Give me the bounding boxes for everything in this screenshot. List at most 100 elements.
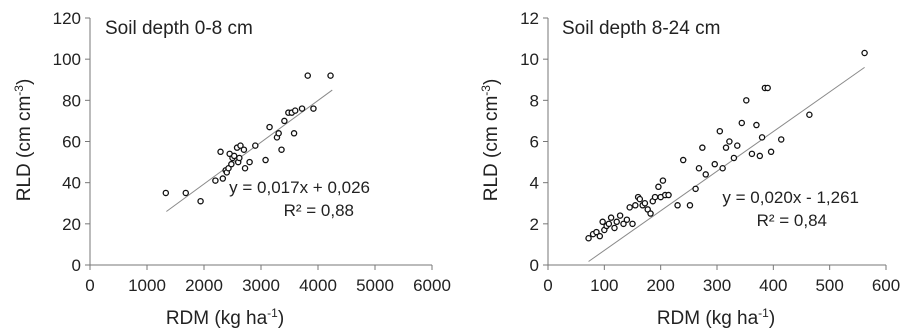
data-point [734,142,741,149]
data-point [278,146,285,153]
chart-title: Soil depth 8-24 cm [562,18,720,39]
data-point [655,183,662,191]
data-point [692,185,699,193]
y-axis-label: RLD (cm cm-3) [12,79,35,202]
data-point [758,134,766,141]
y-tick-label: 20 [62,215,81,234]
data-point [304,72,311,79]
y-tick-label: 6 [530,133,539,152]
data-point [722,144,730,151]
x-tick-label: 0 [85,276,94,295]
data-point [236,154,243,162]
data-point [726,138,733,145]
data-point [197,197,204,205]
data-point [719,165,726,172]
x-tick-label: 4000 [299,276,337,295]
x-tick-label: 300 [703,276,731,295]
x-tick-label: 1000 [128,276,166,295]
x-tick-label: 3000 [242,276,280,295]
data-point [162,189,170,197]
data-point [665,191,672,199]
y-tick-label: 40 [62,174,81,193]
x-tick-label: 6000 [413,276,451,295]
data-point [702,171,709,178]
data-point [219,175,227,182]
x-tick-label: 200 [646,276,674,295]
data-point [716,127,724,135]
data-point [607,214,615,221]
y-tick-label: 8 [530,91,539,110]
data-point [626,204,633,211]
data-point [699,144,706,151]
data-point [182,189,190,197]
data-point [616,212,624,219]
data-point [596,232,604,240]
data-point [748,150,756,158]
regression-equation: y = 0,020x - 1,261 [722,188,859,207]
data-point [212,177,219,184]
y-tick-label: 120 [53,9,81,28]
data-point [230,152,238,160]
data-point [767,148,775,156]
x-axis-label: RDM (kg ha-1) [657,306,775,329]
data-point [613,218,620,226]
x-tick-label: 400 [759,276,787,295]
data-point [651,193,659,201]
y-axis-label: RLD (cm cm-3) [479,79,502,202]
data-point [237,142,244,149]
chart-soil-depth-0-8: Soil depth 0-8 cm y = 0,017x + 0,026 R² … [12,9,451,329]
r-squared-label: R² = 0,88 [284,201,354,220]
y-tick-label: 100 [53,50,81,69]
y-tick-label: 0 [72,256,81,275]
y-tick-label: 60 [62,133,81,152]
trendline [588,66,865,262]
data-point [679,156,687,164]
data-point [623,216,631,223]
r-squared-label: R² = 0,84 [757,211,827,230]
x-tick-label: 2000 [185,276,223,295]
data-point [806,111,813,118]
data-point [636,195,644,203]
y-tick-label: 4 [530,174,539,193]
data-point [585,234,592,242]
data-point [659,177,667,184]
y-tick-label: 2 [530,215,539,234]
data-point [753,121,760,129]
data-point [777,136,785,143]
data-point [711,160,718,168]
data-point [228,160,235,168]
data-point [730,154,738,162]
x-tick-label: 100 [590,276,618,295]
data-point [275,130,282,137]
x-tick-label: 600 [872,276,900,295]
data-point [611,224,618,232]
data-point [241,165,249,172]
data-point [291,107,299,114]
data-point [861,49,868,57]
chart-title: Soil depth 0-8 cm [105,18,253,39]
y-tick-label: 12 [520,9,539,28]
data-point [246,158,253,166]
y-tick-label: 10 [520,50,539,69]
x-tick-label: 500 [815,276,843,295]
data-point [743,97,750,104]
data-point [281,117,288,125]
data-point [290,130,298,137]
data-point [641,199,649,207]
data-point [262,156,269,164]
x-axis-label: RDM (kg ha-1) [166,306,284,329]
data-point [629,220,636,228]
data-point [327,72,334,79]
data-point [266,123,273,131]
data-point [599,218,606,226]
data-point [686,202,694,209]
regression-equation: y = 0,017x + 0,026 [229,178,370,197]
data-point [605,220,613,228]
data-point [738,119,746,127]
data-point [647,210,654,217]
data-point [298,105,306,112]
x-tick-label: 5000 [356,276,394,295]
data-point [695,165,703,172]
data-point [756,152,764,160]
data-point [764,84,771,92]
